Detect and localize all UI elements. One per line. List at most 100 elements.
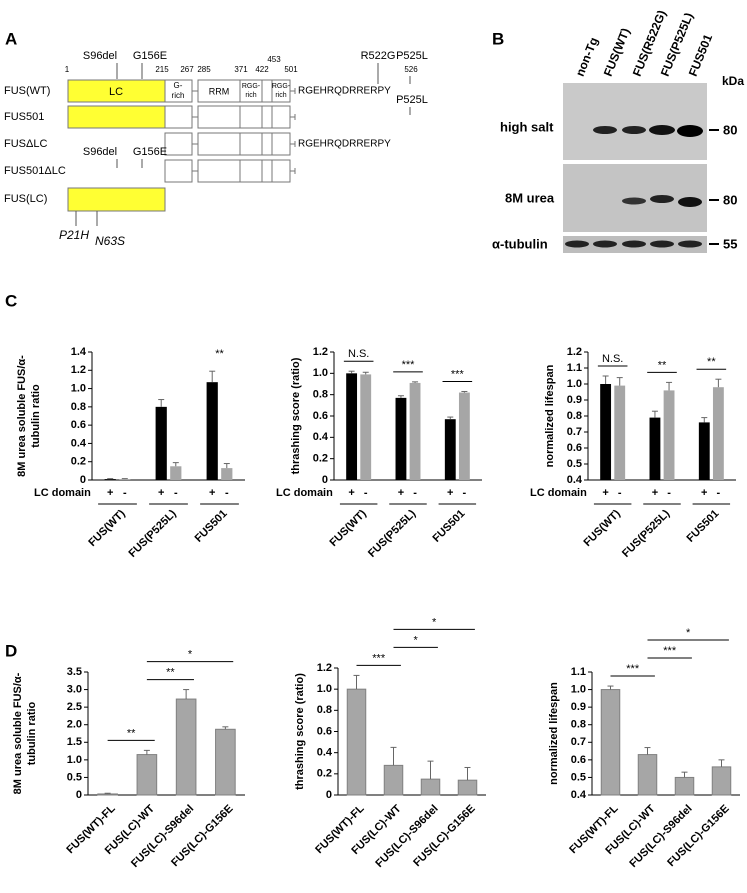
blot-panel xyxy=(563,83,707,160)
y-tick-label: 0.7 xyxy=(567,426,582,438)
position: 453 xyxy=(267,55,281,64)
domains xyxy=(164,159,296,183)
series-label: + xyxy=(398,487,404,499)
series-label: + xyxy=(447,487,453,499)
significance-label: * xyxy=(414,634,419,646)
marker: 80 xyxy=(723,192,737,207)
band xyxy=(593,126,617,134)
series-label: + xyxy=(348,487,354,499)
bar xyxy=(175,698,197,796)
mutation: P525L xyxy=(396,50,428,62)
bar xyxy=(663,390,675,480)
y-tick-label: 0.7 xyxy=(571,736,586,748)
x-tick-label: FUS(P525L) xyxy=(620,507,672,559)
y-tick-label: 0.4 xyxy=(313,431,329,443)
x-tick-label: FUS(WT) xyxy=(582,507,624,549)
x-sublabel: LC domain xyxy=(276,487,333,499)
y-tick-label: 0.4 xyxy=(571,789,587,801)
y-tick-label: 0.6 xyxy=(71,419,86,431)
y-tick-label: 1.5 xyxy=(67,736,82,748)
y-tick-label: 0.6 xyxy=(567,442,582,454)
y-tick-label: 0.5 xyxy=(67,771,82,783)
x-tick-label: FUS(P525L) xyxy=(366,507,418,559)
domains xyxy=(164,132,296,156)
blot-row-label: 8M urea xyxy=(505,190,555,205)
y-tick-label: 1.0 xyxy=(71,382,86,394)
y-tick-label: 0.9 xyxy=(567,394,582,406)
y-axis-label: normalized lifespan xyxy=(544,364,556,467)
y-tick-label: 0.8 xyxy=(571,719,586,731)
y-tick-label: 0.2 xyxy=(313,453,328,465)
construct-name: FUS(WT) xyxy=(4,85,50,97)
band xyxy=(565,240,589,248)
domain-label: RRM xyxy=(209,86,230,96)
series-label: + xyxy=(107,487,113,499)
bar xyxy=(649,417,661,480)
series-label: - xyxy=(225,487,229,499)
mutation: P525L xyxy=(396,94,428,106)
y-tick-label: 0.8 xyxy=(313,389,328,401)
significance-label: ** xyxy=(707,356,716,368)
mutation: G156E xyxy=(133,146,167,158)
position: 215 xyxy=(155,65,169,74)
lane-label: FUS(WT) xyxy=(601,26,633,78)
construct-name: FUS501ΔLC xyxy=(4,165,66,177)
domain-label: rich xyxy=(172,91,185,100)
position: 371 xyxy=(234,65,248,74)
series-label: - xyxy=(413,487,417,499)
y-tick-label: 0.6 xyxy=(571,754,586,766)
lc-domain xyxy=(67,105,166,129)
series-label: - xyxy=(717,487,721,499)
significance-label: *** xyxy=(663,645,677,657)
blot-row-label: α-tubulin xyxy=(492,236,548,251)
x-tick-label: FUS501 xyxy=(684,508,721,545)
y-axis-label: thrashing score (ratio) xyxy=(290,357,302,474)
y-tick-label: 0.5 xyxy=(567,458,582,470)
y-tick-label: 0.2 xyxy=(317,768,332,780)
series-label: + xyxy=(652,487,658,499)
y-tick-label: 2.5 xyxy=(67,701,82,713)
series-label: - xyxy=(123,487,127,499)
y-tick-label: 0.4 xyxy=(71,437,87,449)
mutation: S96del xyxy=(83,146,117,158)
y-tick-label: 1.4 xyxy=(71,346,87,358)
bar xyxy=(346,688,367,796)
lc-domain xyxy=(67,187,166,212)
y-tick-label: 1.0 xyxy=(317,683,332,695)
band xyxy=(650,240,674,248)
panel-label: D xyxy=(5,641,17,660)
significance-label: *** xyxy=(402,359,416,371)
bar xyxy=(600,384,612,480)
series-label: + xyxy=(701,487,707,499)
significance-label: *** xyxy=(451,368,465,380)
band xyxy=(650,195,674,203)
y-tick-label: 1.2 xyxy=(317,662,332,674)
significance-label: * xyxy=(432,616,437,628)
x-tick-label: FUS(WT) xyxy=(86,507,128,549)
y-tick-label: 1.0 xyxy=(571,683,586,695)
position: 1 xyxy=(65,65,70,74)
construct-name: FUSΔLC xyxy=(4,138,47,150)
bar xyxy=(420,778,441,796)
bar xyxy=(221,468,233,480)
series-label: - xyxy=(618,487,622,499)
y-tick-label: 1.2 xyxy=(313,346,328,358)
significance-label: ** xyxy=(215,348,224,360)
y-tick-label: 0.6 xyxy=(313,410,328,422)
y-tick-label: 1.2 xyxy=(71,364,86,376)
band xyxy=(622,197,646,205)
domain-label: RGG- xyxy=(242,83,261,90)
bar xyxy=(444,419,456,480)
y-tick-label: 3.5 xyxy=(67,666,82,678)
domain-label: rich xyxy=(275,92,286,99)
significance-label: * xyxy=(188,648,193,660)
bar xyxy=(383,764,404,796)
y-tick-label: 0.6 xyxy=(317,725,332,737)
band xyxy=(677,125,703,137)
domain-label: G- xyxy=(174,81,183,90)
y-tick-label: 1.1 xyxy=(571,666,586,678)
x-tick-label: FUS(WT) xyxy=(328,507,370,549)
series-label: - xyxy=(463,487,467,499)
lane-label: non-Tg xyxy=(573,35,601,78)
series-label: + xyxy=(602,487,608,499)
